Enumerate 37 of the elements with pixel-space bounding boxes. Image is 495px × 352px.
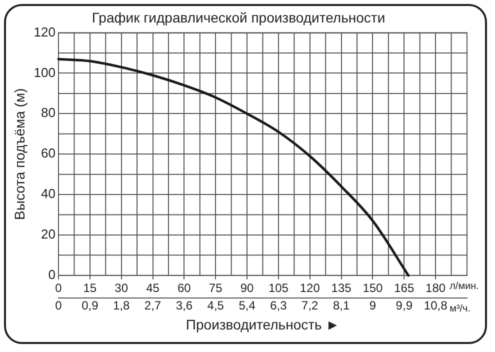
x2-tick-label: 7,2 xyxy=(302,298,319,312)
x2-tick-label: 9 xyxy=(369,298,376,312)
y-tick-label: 40 xyxy=(41,186,56,202)
text: м³/ч. xyxy=(450,304,471,315)
x2-tick-label: 2,7 xyxy=(144,298,162,312)
y-tick-label: 20 xyxy=(41,226,56,242)
x2-tick-label: 1,8 xyxy=(112,298,130,312)
y-tick-label: 0 xyxy=(48,266,56,282)
x-tick-label: 15 xyxy=(83,280,97,295)
y-tick-label: 80 xyxy=(41,105,56,120)
x2-tick-label: 3,6 xyxy=(176,298,193,312)
x2-tick-label: 5,4 xyxy=(238,298,256,312)
line-series xyxy=(57,58,410,277)
y-tick-label: 60 xyxy=(41,146,56,161)
x-tick-label: 180 xyxy=(426,280,446,295)
x-tick-label: 165 xyxy=(394,280,414,295)
x2-tick-label: 8,1 xyxy=(332,298,350,312)
x2-tick-label: 0,9 xyxy=(82,298,99,312)
x-tick-label: 45 xyxy=(146,280,160,295)
x-tick-label: 75 xyxy=(208,280,223,295)
y-tick-label: 100 xyxy=(34,64,56,80)
x2-tick-label: 6,3 xyxy=(270,298,288,312)
x-tick-label: 150 xyxy=(362,280,384,295)
x2-tick-label: 4,5 xyxy=(207,298,224,312)
text: л/мин. xyxy=(450,281,479,292)
y-tick-label: 120 xyxy=(34,24,56,40)
x-axis-title: Производительность ► xyxy=(186,316,340,332)
x-tick-label: 90 xyxy=(240,280,254,295)
x2-tick-label: 9,9 xyxy=(396,298,413,312)
x2-tick-label: 10,8 xyxy=(424,298,448,312)
x-tick-label: 105 xyxy=(268,280,289,295)
chart-title: График гидравлической производительности xyxy=(92,9,386,26)
x-tick-label: 135 xyxy=(331,280,352,295)
x-tick-label: 60 xyxy=(178,280,192,295)
x-tick-label: 120 xyxy=(300,280,320,295)
y-axis-title: Высота подъёма (м) xyxy=(11,88,28,220)
x-tick-label: 30 xyxy=(114,280,128,295)
